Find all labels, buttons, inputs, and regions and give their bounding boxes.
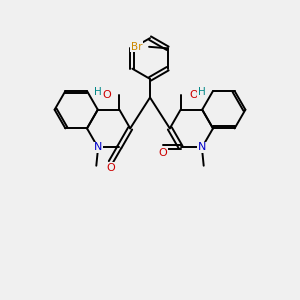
Text: N: N (94, 142, 102, 152)
Text: O: O (106, 163, 115, 172)
Text: H: H (198, 87, 206, 97)
Text: O: O (159, 148, 168, 158)
Text: O: O (102, 90, 111, 100)
Text: N: N (198, 142, 206, 152)
Text: O: O (189, 90, 198, 100)
Text: Br: Br (131, 42, 142, 52)
Text: H: H (94, 87, 102, 97)
